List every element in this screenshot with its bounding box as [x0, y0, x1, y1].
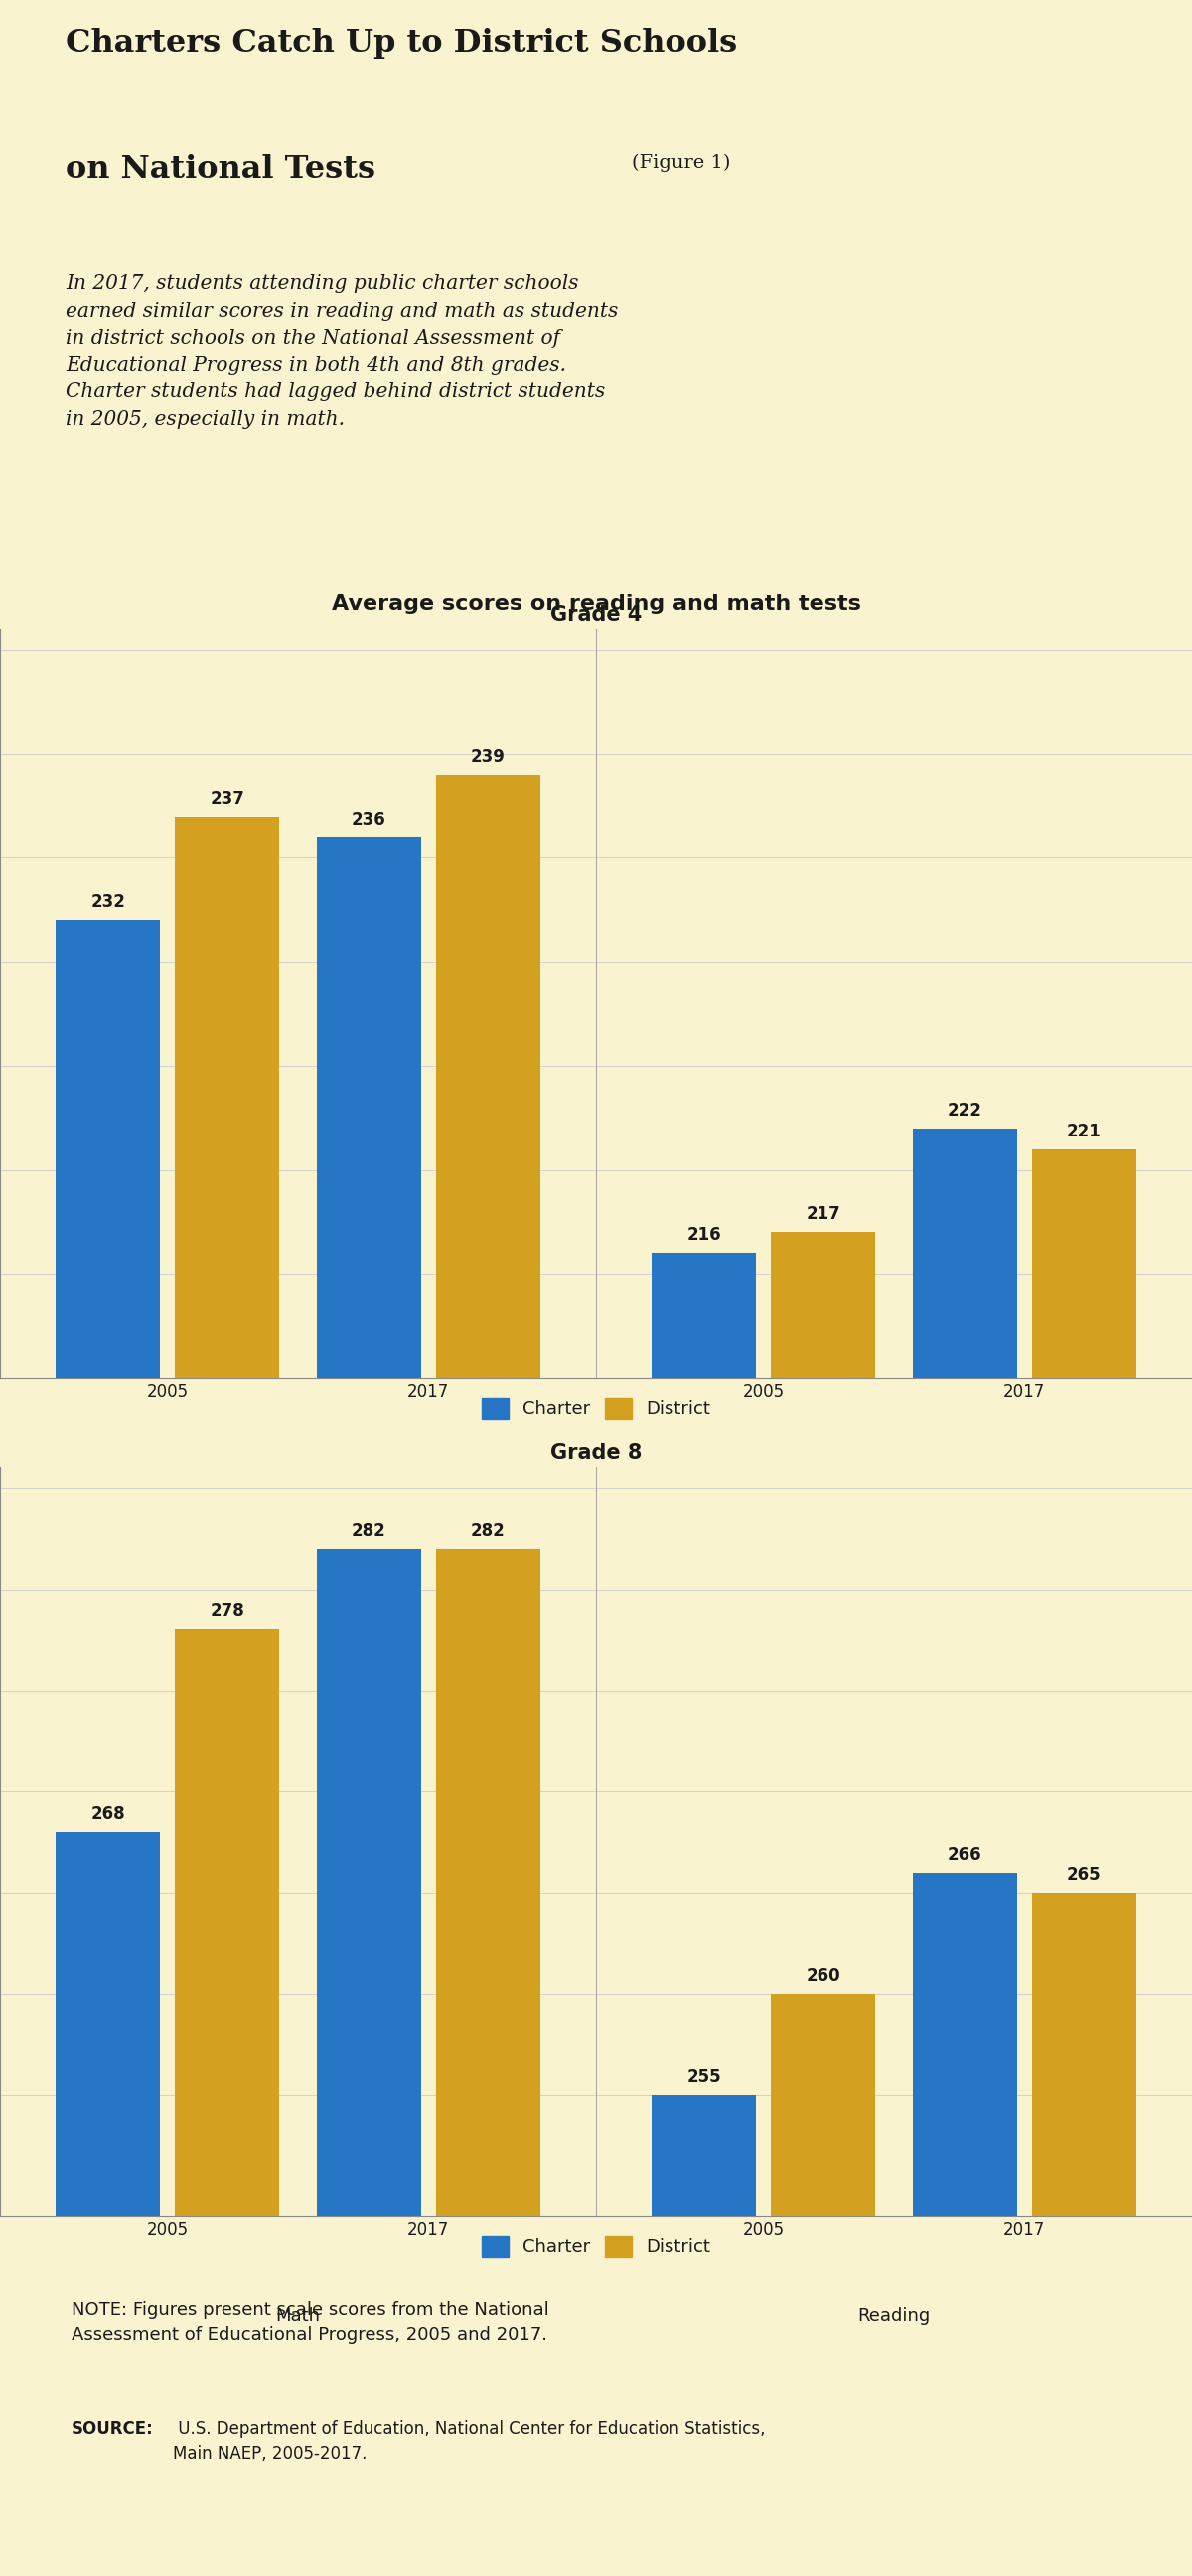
Text: 216: 216: [687, 1226, 721, 1244]
Text: 260: 260: [806, 1968, 840, 1986]
Bar: [436, 775, 540, 1378]
Text: Reading: Reading: [857, 2306, 931, 2324]
Legend: Charter, District: Charter, District: [482, 2236, 710, 2257]
Bar: [913, 1128, 1017, 1378]
Text: 236: 236: [352, 811, 386, 827]
Text: 265: 265: [1067, 1865, 1101, 1883]
Bar: [175, 817, 279, 1378]
Text: SOURCE:: SOURCE:: [72, 2421, 154, 2437]
Bar: [317, 1548, 421, 2215]
Text: on National Tests: on National Tests: [66, 155, 386, 185]
Bar: [175, 1631, 279, 2215]
Bar: [436, 1548, 540, 2215]
Text: In 2017, students attending public charter schools
earned similar scores in read: In 2017, students attending public chart…: [66, 276, 619, 428]
Bar: [56, 920, 160, 1378]
Text: Math: Math: [275, 2306, 321, 2324]
Text: Charters Catch Up to District Schools: Charters Catch Up to District Schools: [66, 28, 738, 59]
Text: 222: 222: [948, 1103, 982, 1118]
Title: Grade 4: Grade 4: [551, 605, 641, 626]
Bar: [317, 837, 421, 1378]
Text: 282: 282: [352, 1522, 386, 1540]
Text: (Figure 1): (Figure 1): [632, 155, 731, 173]
Text: 232: 232: [91, 894, 125, 912]
Bar: [1032, 1893, 1136, 2215]
Text: 217: 217: [806, 1206, 840, 1224]
Text: 282: 282: [471, 1522, 505, 1540]
Text: 266: 266: [948, 1844, 982, 1862]
Bar: [56, 1832, 160, 2215]
Text: 268: 268: [91, 1806, 125, 1824]
Bar: [913, 1873, 1017, 2215]
Bar: [771, 1231, 875, 1378]
Bar: [652, 2094, 756, 2215]
Text: 239: 239: [471, 747, 505, 765]
Bar: [652, 1252, 756, 1378]
Text: Average scores on reading and math tests: Average scores on reading and math tests: [331, 595, 861, 613]
Text: 221: 221: [1067, 1123, 1101, 1141]
Bar: [771, 1994, 875, 2215]
Legend: Charter, District: Charter, District: [482, 1396, 710, 1419]
Text: NOTE: Figures present scale scores from the National
Assessment of Educational P: NOTE: Figures present scale scores from …: [72, 2300, 550, 2344]
Text: 255: 255: [687, 2069, 721, 2087]
Text: U.S. Department of Education, National Center for Education Statistics,
Main NAE: U.S. Department of Education, National C…: [173, 2421, 765, 2463]
Text: Math: Math: [275, 1468, 321, 1486]
Text: 278: 278: [210, 1602, 244, 1620]
Text: Reading: Reading: [857, 1468, 931, 1486]
Text: 237: 237: [210, 788, 244, 806]
Title: Grade 8: Grade 8: [551, 1443, 641, 1463]
Bar: [1032, 1149, 1136, 1378]
